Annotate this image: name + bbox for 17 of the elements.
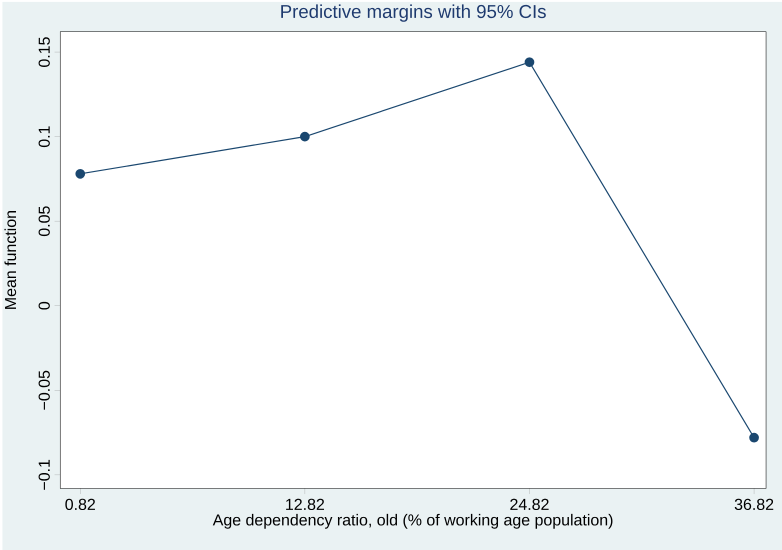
x-tick-label: 12.82: [286, 498, 324, 510]
point: [749, 432, 759, 442]
x-tick-label: 0.82: [65, 498, 95, 510]
x-tick-label: 24.82: [510, 498, 549, 510]
y-tick-label: 0: [38, 302, 50, 310]
y-tick-label: 0.15: [38, 37, 50, 67]
y-axis-title: Mean function: [4, 210, 16, 309]
point: [300, 132, 310, 142]
y-tick-label: −0.1: [38, 460, 50, 490]
point: [524, 57, 534, 67]
x-axis-title: Age dependency ratio, old (% of working age population): [212, 514, 612, 529]
chart-title: Predictive margins with 95% CIs: [281, 4, 546, 22]
y-tick-label: −0.05: [38, 370, 50, 410]
y-tick-label: 0.05: [38, 206, 50, 236]
point: [75, 168, 86, 179]
x-tick-label: 36.82: [734, 498, 774, 510]
y-tick-label: 0.1: [38, 126, 50, 147]
